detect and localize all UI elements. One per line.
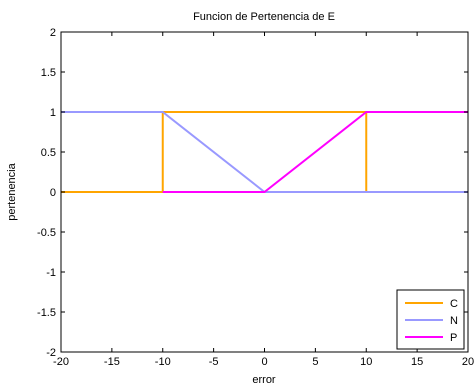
legend-label-p: P: [450, 332, 457, 344]
x-tick-label: -15: [104, 356, 120, 368]
series-layer: [61, 111, 468, 193]
y-tick-label: -2: [46, 347, 56, 359]
y-tick-label: 0.5: [41, 147, 56, 159]
y-tick-label: -1.5: [37, 307, 56, 319]
y-tick-label: -0.5: [37, 227, 56, 239]
x-tick-label: -20: [53, 356, 69, 368]
y-tick-label: 1.5: [41, 67, 56, 79]
y-tick-label: 1: [50, 107, 56, 119]
x-tick-label: 15: [411, 356, 423, 368]
y-tick-label: 0: [50, 187, 56, 199]
legend: CNP: [396, 289, 465, 350]
x-tick-label: 20: [462, 356, 474, 368]
x-tick-label: 10: [360, 356, 372, 368]
series-line-n: [61, 111, 468, 193]
series-line-p: [162, 111, 468, 193]
x-tick-label: -5: [209, 356, 219, 368]
x-axis-label: error: [252, 374, 276, 386]
y-tick-label: -1: [46, 267, 56, 279]
chart-title: Funcion de Pertenencia de E: [193, 11, 335, 23]
ticks-layer: -20 -15 -10 -5 0 5 10 15 20 -2 -1.5 -1 -0.5 0 0.5 1 1.5 2: [37, 27, 474, 368]
x-tick-label: -10: [155, 356, 171, 368]
y-axis-label: pertenencia: [6, 162, 18, 220]
x-tick-label: 5: [312, 356, 318, 368]
legend-label-n: N: [450, 315, 458, 327]
y-tick-label: 2: [50, 27, 56, 39]
legend-label-c: C: [450, 298, 458, 310]
x-tick-label: 0: [261, 356, 267, 368]
